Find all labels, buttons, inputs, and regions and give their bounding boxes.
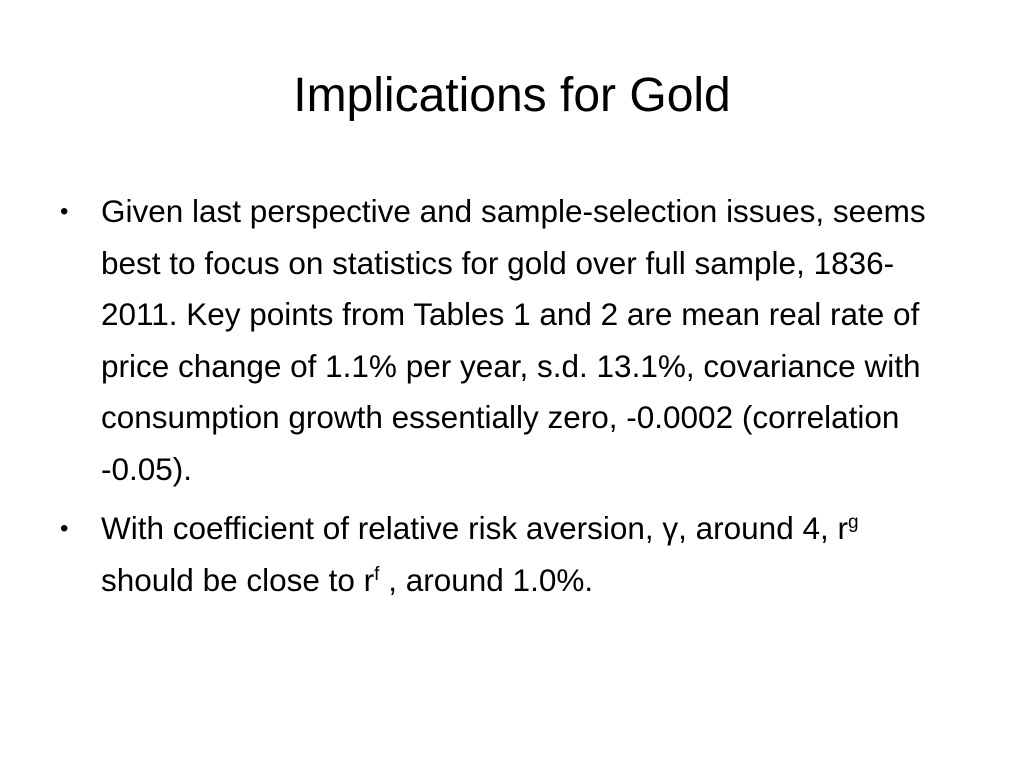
- bullet-icon: •: [60, 515, 69, 542]
- slide-title: Implications for Gold: [293, 69, 731, 122]
- bullet-item-1: • Given last perspective and sample-sele…: [60, 186, 960, 495]
- bullet-text-part: With coefficient of relative risk aversi…: [101, 510, 848, 546]
- bullet-text: Given last perspective and sample-select…: [101, 193, 926, 487]
- bullet-item-2: • With coefficient of relative risk aver…: [60, 503, 960, 606]
- superscript-f: f: [374, 563, 380, 585]
- bullet-text-part: should be close to r: [101, 561, 375, 598]
- bullet-list: • Given last perspective and sample-sele…: [60, 186, 960, 614]
- bullet-text-part: , around 1.0%.: [379, 561, 594, 598]
- superscript-g: g: [848, 512, 859, 533]
- bullet-icon: •: [60, 198, 69, 225]
